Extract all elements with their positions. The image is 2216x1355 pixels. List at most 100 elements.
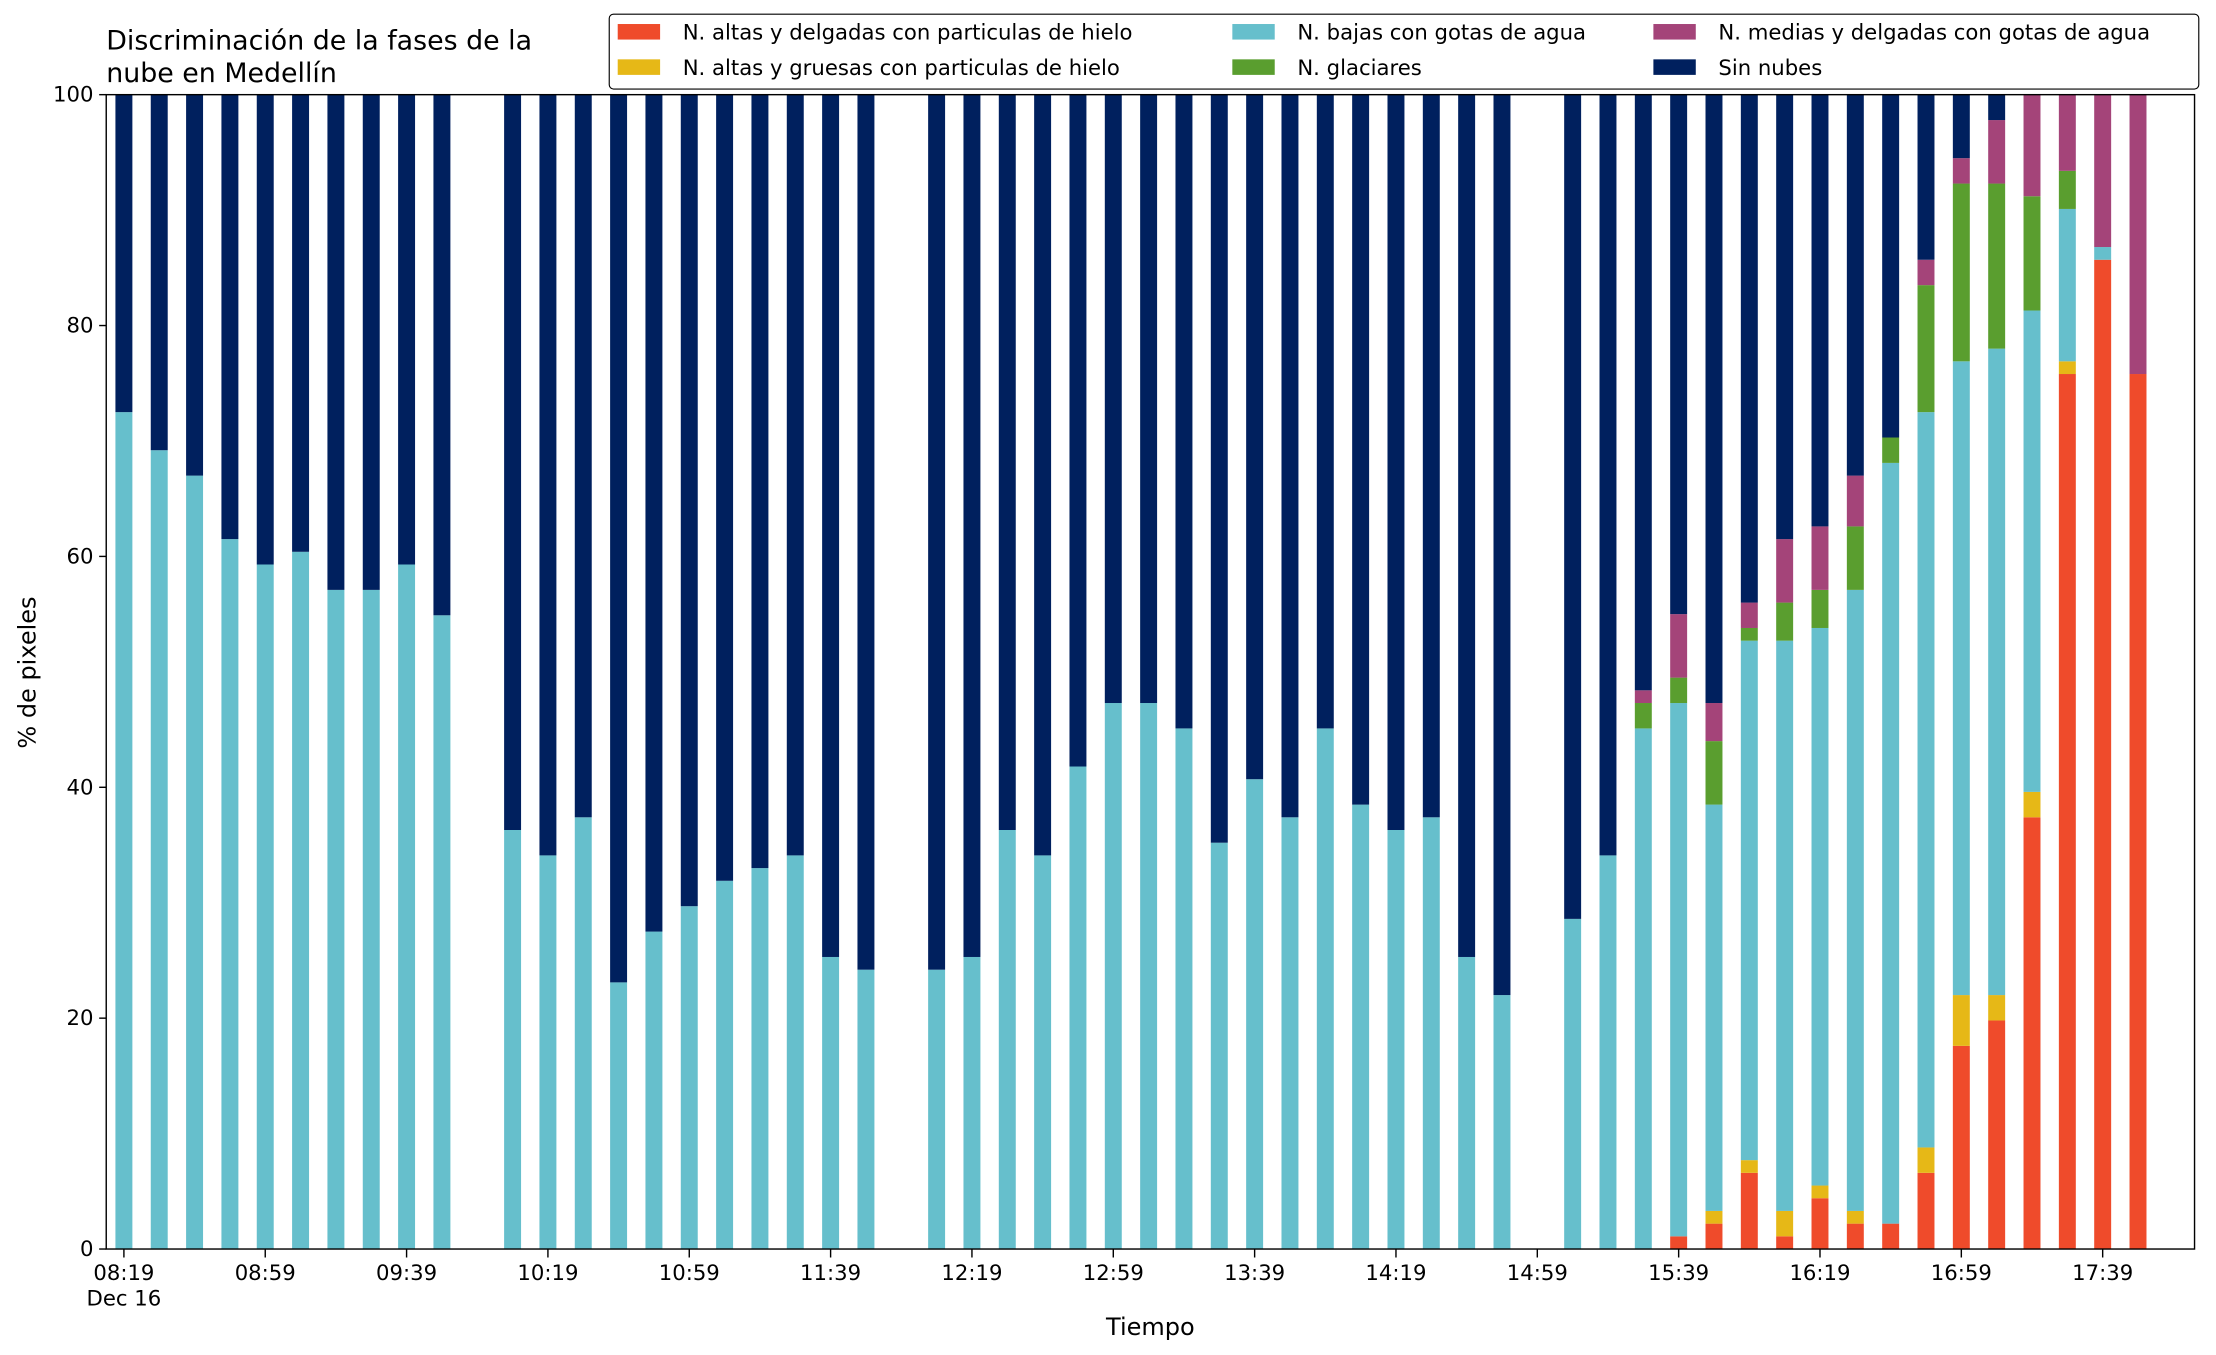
bar-segment xyxy=(1599,94,1617,856)
bar-segment xyxy=(928,969,946,1250)
bar-segment xyxy=(1104,94,1122,704)
bar-segment xyxy=(2094,259,2112,1250)
legend-swatch xyxy=(617,24,661,40)
bar-segment xyxy=(1670,1236,1688,1250)
bar-segment xyxy=(1493,995,1511,1250)
bar-segment xyxy=(1882,94,1900,438)
legend-label: N. bajas con gotas de agua xyxy=(1297,20,1586,45)
bar-segment xyxy=(1599,855,1617,1250)
bar-segment xyxy=(539,94,557,856)
bar-segment xyxy=(1458,956,1476,1250)
bar-segment xyxy=(1034,94,1052,856)
bar-segment xyxy=(1952,158,1970,184)
bar-segment xyxy=(1316,94,1334,729)
bar-segment xyxy=(398,94,416,565)
bar-segment xyxy=(1811,1185,1829,1199)
bar-segment xyxy=(1387,94,1405,830)
bar-segment xyxy=(1352,804,1370,1250)
bar-segment xyxy=(963,94,981,957)
legend-swatch xyxy=(1232,24,1275,40)
bar-segment xyxy=(2058,361,2076,375)
bar-segment xyxy=(1882,462,1900,1224)
bar-segment xyxy=(645,94,663,932)
x-axis-label: Tiempo xyxy=(1105,1313,1195,1341)
bar-segment xyxy=(1952,183,1970,362)
bar-segment xyxy=(1846,1210,1864,1224)
bar-segment xyxy=(1846,589,1864,1211)
bar-segment xyxy=(1175,94,1193,729)
bar-segment xyxy=(716,94,734,881)
bar-segment xyxy=(1952,361,1970,996)
bar-segment xyxy=(786,855,804,1250)
bar-segment xyxy=(1210,842,1228,1250)
bar-segment xyxy=(1988,120,2006,184)
bar-segment xyxy=(1776,1236,1794,1250)
bar-segment xyxy=(1952,94,1970,159)
bar-segment xyxy=(2094,247,2112,260)
x-date-label: Dec 16 xyxy=(87,1286,162,1311)
x-tick-label: 12:19 xyxy=(941,1260,1002,1285)
x-tick-label: 08:19 xyxy=(93,1260,154,1285)
x-tick-label: 10:59 xyxy=(659,1260,720,1285)
bar-segment xyxy=(362,94,380,590)
bar-segment xyxy=(504,94,522,830)
bar-segment xyxy=(1564,94,1582,919)
bar-segment xyxy=(327,94,345,590)
y-axis-label: % de pixeles xyxy=(14,596,42,748)
x-tick-label: 12:59 xyxy=(1083,1260,1144,1285)
bar-segment xyxy=(1811,94,1829,527)
bar-segment xyxy=(398,564,416,1250)
bar-segment xyxy=(1634,690,1652,704)
bar-segment xyxy=(2058,208,2076,362)
bar-segment xyxy=(1917,1147,1935,1173)
bar-segment xyxy=(680,906,698,1250)
bar-segment xyxy=(1493,94,1511,996)
bar-segment xyxy=(963,956,981,1250)
bar-segment xyxy=(115,94,133,413)
bar-segment xyxy=(1882,1223,1900,1250)
bar-segment xyxy=(1952,995,1970,1046)
x-tick-label: 13:39 xyxy=(1224,1260,1285,1285)
bar-segment xyxy=(2094,94,2112,248)
bar-segment xyxy=(2058,94,2076,171)
bar-segment xyxy=(1988,183,2006,349)
bar-segment xyxy=(221,539,239,1250)
bar-segment xyxy=(1776,539,1794,603)
bar-segment xyxy=(1175,728,1193,1250)
bar-segment xyxy=(2023,791,2041,818)
bar-segment xyxy=(1776,1210,1794,1237)
bar-segment xyxy=(1846,94,1864,476)
legend-swatch xyxy=(1653,24,1696,40)
bar-segment xyxy=(1952,1045,1970,1250)
bar-segment xyxy=(1846,475,1864,527)
bar-segment xyxy=(1705,741,1723,805)
bar-segment xyxy=(292,551,310,1250)
bar-segment xyxy=(822,956,840,1250)
bar-segment xyxy=(1811,1198,1829,1250)
bar-segment xyxy=(2058,374,2076,1250)
bar-segment xyxy=(1811,526,1829,590)
bar-segment xyxy=(857,969,875,1250)
bar-segment xyxy=(221,94,239,540)
legend-swatch xyxy=(617,59,661,75)
legend-box xyxy=(608,13,2200,90)
bar-segment xyxy=(1564,918,1582,1250)
bar-segment xyxy=(998,829,1016,1250)
bar-segment xyxy=(1210,94,1228,843)
bar-segment xyxy=(1352,94,1370,805)
bar-segment xyxy=(1246,94,1264,780)
bar-segment xyxy=(1776,640,1794,1211)
y-tick-label: 80 xyxy=(67,313,94,338)
bar-segment xyxy=(362,589,380,1250)
bar-segment xyxy=(1422,94,1440,818)
bar-segment xyxy=(2129,374,2147,1250)
bar-segment xyxy=(1069,766,1087,1250)
bar-segment xyxy=(1140,703,1158,1250)
legend-swatch xyxy=(1232,59,1275,75)
bar-segment xyxy=(1917,412,1935,1148)
y-tick-label: 40 xyxy=(67,774,94,799)
legend-label: N. medias y delgadas con gotas de agua xyxy=(1718,20,2150,45)
x-tick-label: 16:19 xyxy=(1789,1260,1850,1285)
bar-segment xyxy=(1988,94,2006,121)
